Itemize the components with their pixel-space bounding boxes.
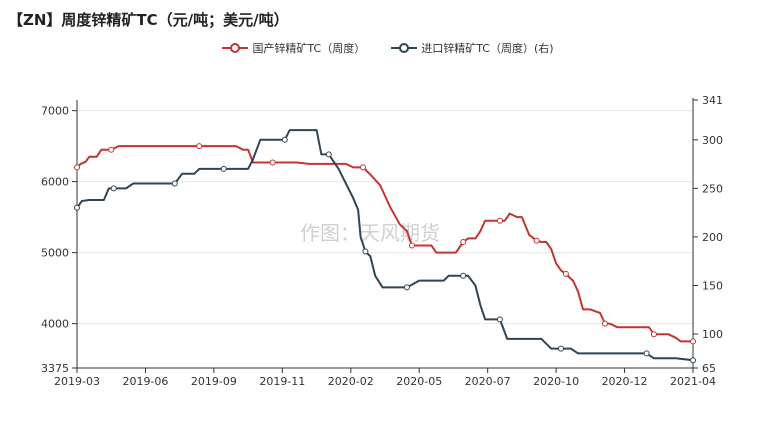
x-tick-label-8: 2020-12: [602, 375, 648, 388]
x-tick-label-4: 2020-02: [328, 375, 374, 388]
x-tick-label-0: 2019-03: [54, 375, 100, 388]
x-tick-label-7: 2020-10: [533, 375, 579, 388]
y-left-tick-label-3: 6000: [41, 176, 69, 189]
series-1-point-0: [74, 204, 80, 211]
legend-item-domestic[interactable]: 国产锌精矿TC（周度）: [222, 40, 365, 56]
y-right-tick-label-6: 341: [702, 94, 723, 107]
series-1-point-70: [690, 357, 696, 364]
series-1-point-66: [643, 350, 650, 357]
series-1-point-18: [220, 165, 227, 172]
series-0-point-0: [74, 164, 80, 171]
series-1-point-48: [460, 272, 467, 279]
series-1-point-54: [496, 316, 503, 323]
series-line-1: [76, 129, 694, 362]
legend-label-import: 进口锌精矿TC（周度）(右): [421, 42, 554, 55]
series-0-point-36: [460, 239, 467, 245]
series-1-point-12: [171, 180, 178, 187]
watermark-text: 作图：天风期货: [300, 221, 440, 245]
series-0-point-6: [108, 146, 115, 153]
series-0-point-24: [360, 164, 366, 171]
series-1-point-24: [281, 136, 288, 143]
x-tick-label-3: 2019-11: [259, 375, 305, 388]
x-tick-label-9: 2021-04: [670, 375, 716, 388]
series-0-point-72: [690, 338, 696, 345]
series-0-point-66: [650, 331, 657, 338]
series-0-point-54: [562, 270, 569, 277]
series-0-point-42: [496, 217, 503, 224]
y-right-tick-label-5: 300: [702, 134, 723, 147]
legend-swatch-import: [391, 43, 418, 53]
series-1-point-42: [404, 284, 410, 291]
series-0-point-18: [269, 159, 276, 166]
chart-legend: 国产锌精矿TC（周度） 进口锌精矿TC（周度）(右): [0, 40, 776, 56]
series-1-point-30: [325, 151, 332, 158]
series-0-point-30: [408, 242, 415, 249]
series-1-point-60: [558, 345, 564, 352]
series-1-point-6: [110, 185, 117, 192]
series-0-point-60: [602, 320, 608, 327]
chart-title: 【ZN】周度锌精矿TC（元/吨；美元/吨）: [8, 11, 289, 29]
y-left-tick-label-2: 5000: [41, 247, 69, 260]
x-tick-label-5: 2020-05: [396, 375, 442, 388]
y-right-tick-label-3: 200: [702, 231, 723, 244]
x-tick-label-2: 2019-09: [191, 375, 237, 388]
y-left-tick-label-4: 7000: [41, 105, 69, 118]
y-right-tick-label-2: 150: [702, 279, 723, 292]
legend-swatch-domestic: [222, 43, 249, 53]
x-tick-label-1: 2019-06: [122, 375, 168, 388]
series-0-point-12: [196, 143, 203, 150]
y-left-tick-label-0: 3375: [41, 362, 69, 375]
series-1-point-36: [362, 248, 369, 255]
legend-label-domestic: 国产锌精矿TC（周度）: [252, 42, 366, 55]
series-0-point-48: [533, 237, 540, 244]
y-right-tick-label-1: 100: [702, 328, 723, 341]
y-left-tick-label-1: 4000: [41, 318, 69, 331]
y-right-tick-label-0: 65: [702, 362, 716, 375]
y-right-tick-label-4: 250: [702, 182, 723, 195]
legend-item-import[interactable]: 进口锌精矿TC（周度）(右): [391, 40, 554, 56]
x-tick-label-6: 2020-07: [465, 375, 511, 388]
